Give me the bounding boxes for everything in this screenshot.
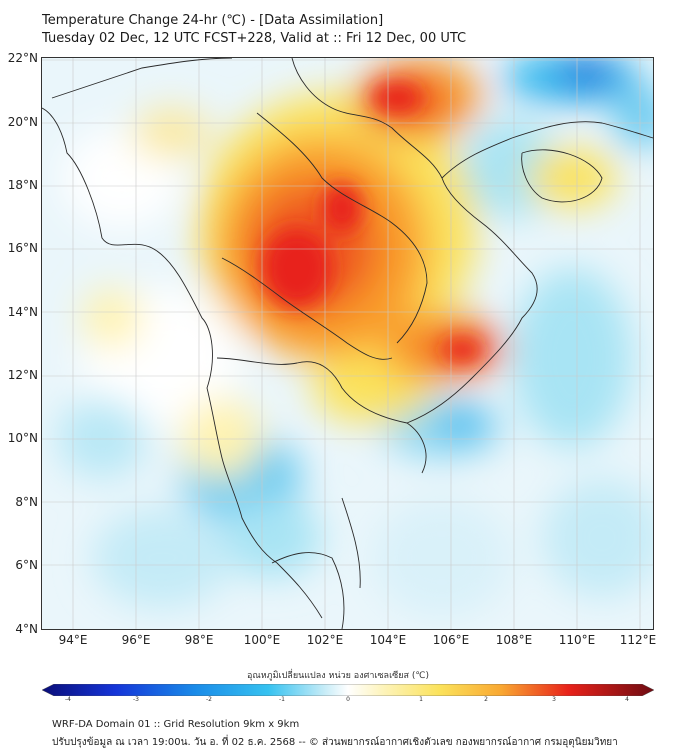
lat-label-14: 14°N bbox=[7, 305, 38, 319]
map-panel bbox=[41, 57, 654, 630]
colorbar-graphic bbox=[41, 683, 655, 697]
lon-label-110: 110°E bbox=[558, 633, 596, 647]
colorbar-tick-3: 3 bbox=[552, 696, 556, 703]
lat-label-8: 8°N bbox=[15, 495, 38, 509]
colorbar-tick-m2: -2 bbox=[206, 696, 212, 703]
lon-label-112: 112°E bbox=[619, 633, 657, 647]
title-line-2: Tuesday 02 Dec, 12 UTC FCST+228, Valid a… bbox=[42, 31, 467, 46]
colorbar bbox=[41, 681, 655, 697]
lat-label-10: 10°N bbox=[7, 431, 38, 445]
footer-line-2: ปรับปรุงข้อมูล ณ เวลา 19:00น. วัน อ. ที่… bbox=[52, 737, 618, 748]
colorbar-tick-m1: -1 bbox=[279, 696, 285, 703]
lat-label-16: 16°N bbox=[7, 241, 38, 255]
lon-label-94: 94°E bbox=[58, 633, 88, 647]
lat-label-20: 20°N bbox=[7, 115, 38, 129]
footer-line-1: WRF-DA Domain 01 :: Grid Resolution 9km … bbox=[52, 719, 300, 730]
lon-label-104: 104°E bbox=[369, 633, 407, 647]
graticule bbox=[42, 58, 653, 629]
title-line-1: Temperature Change 24-hr (℃) - [Data Ass… bbox=[42, 13, 384, 28]
colorbar-tick-m3: -3 bbox=[133, 696, 139, 703]
lon-label-96: 96°E bbox=[121, 633, 151, 647]
colorbar-tick-2: 2 bbox=[484, 696, 488, 703]
lon-label-100: 100°E bbox=[243, 633, 281, 647]
colorbar-tick-1: 1 bbox=[419, 696, 423, 703]
anomaly-field bbox=[57, 58, 653, 618]
anomaly-core bbox=[262, 84, 482, 360]
lat-label-12: 12°N bbox=[7, 368, 38, 382]
coastlines bbox=[42, 58, 653, 629]
colorbar-tick-m4: -4 bbox=[65, 696, 71, 703]
chart-title: Temperature Change 24-hr (℃) - [Data Ass… bbox=[42, 12, 466, 48]
lon-label-106: 106°E bbox=[432, 633, 470, 647]
lat-label-4: 4°N bbox=[15, 622, 38, 636]
colorbar-tick-4: 4 bbox=[625, 696, 629, 703]
colorbar-tick-0: 0 bbox=[346, 696, 350, 703]
lon-label-102: 102°E bbox=[306, 633, 344, 647]
lon-label-98: 98°E bbox=[184, 633, 214, 647]
lon-label-108: 108°E bbox=[495, 633, 533, 647]
colorbar-title: อุณหภูมิเปลี่ยนแปลง หน่วย องศาเซลเซียส (… bbox=[246, 671, 430, 681]
lat-label-22: 22°N bbox=[7, 51, 38, 65]
lat-label-6: 6°N bbox=[15, 558, 38, 572]
temperature-map bbox=[42, 58, 653, 629]
lat-label-18: 18°N bbox=[7, 178, 38, 192]
